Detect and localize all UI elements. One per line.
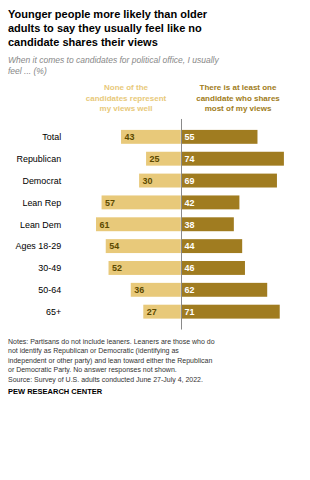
svg-text:36: 36 [134, 285, 144, 295]
svg-text:57: 57 [105, 197, 115, 207]
html-text:independent or other party) an: independent or other party) and lean tow… [8, 356, 213, 364]
svg-text:25: 25 [150, 154, 160, 164]
svg-text:44: 44 [184, 241, 194, 251]
html-text:not identify as Republican or: not identify as Republican or Democratic… [8, 347, 179, 355]
svg-text:Republican: Republican [16, 154, 61, 164]
html-text:There is at least one candidat: There is at least one candidate who shar… [196, 83, 280, 114]
svg-text:69: 69 [184, 175, 194, 185]
svg-text:42: 42 [184, 197, 194, 207]
svg-text:50-64: 50-64 [38, 285, 61, 295]
html-text:Notes: Partisans do not includ: Notes: Partisans do not include leaners.… [8, 338, 215, 345]
html-text:PEW RESEARCH CENTER: PEW RESEARCH CENTER [8, 387, 103, 397]
html-text:When it comes to candidates fo: When it comes to candidates for politica… [8, 55, 219, 77]
svg-text:Lean Rep: Lean Rep [22, 197, 61, 207]
svg-text:30-49: 30-49 [38, 263, 61, 273]
svg-text:27: 27 [147, 307, 157, 317]
html-text:or Democratic Party. No answer: or Democratic Party. No answer responses… [8, 366, 177, 374]
svg-text:Total: Total [42, 132, 61, 142]
svg-text:52: 52 [112, 263, 122, 273]
svg-text:71: 71 [184, 307, 194, 317]
svg-text:Ages 18-29: Ages 18-29 [15, 241, 61, 251]
html-text:Source: Survey of U.S. adults: Source: Survey of U.S. adults conducted … [8, 375, 203, 383]
html-text:Younger people more likely tha: Younger people more likely than older ad… [8, 8, 208, 48]
svg-text:55: 55 [184, 132, 194, 142]
svg-text:74: 74 [184, 154, 194, 164]
svg-text:38: 38 [184, 219, 194, 229]
svg-text:46: 46 [184, 263, 194, 273]
svg-text:54: 54 [109, 241, 119, 251]
svg-text:30: 30 [143, 175, 153, 185]
svg-text:Democrat: Democrat [22, 175, 61, 185]
svg-text:43: 43 [125, 132, 135, 142]
svg-text:61: 61 [99, 219, 109, 229]
svg-text:62: 62 [184, 285, 194, 295]
html-text:None of the candidates represe: None of the candidates represent my view… [85, 83, 167, 114]
svg-text:65+: 65+ [46, 307, 61, 317]
svg-text:Lean Dem: Lean Dem [20, 219, 61, 229]
